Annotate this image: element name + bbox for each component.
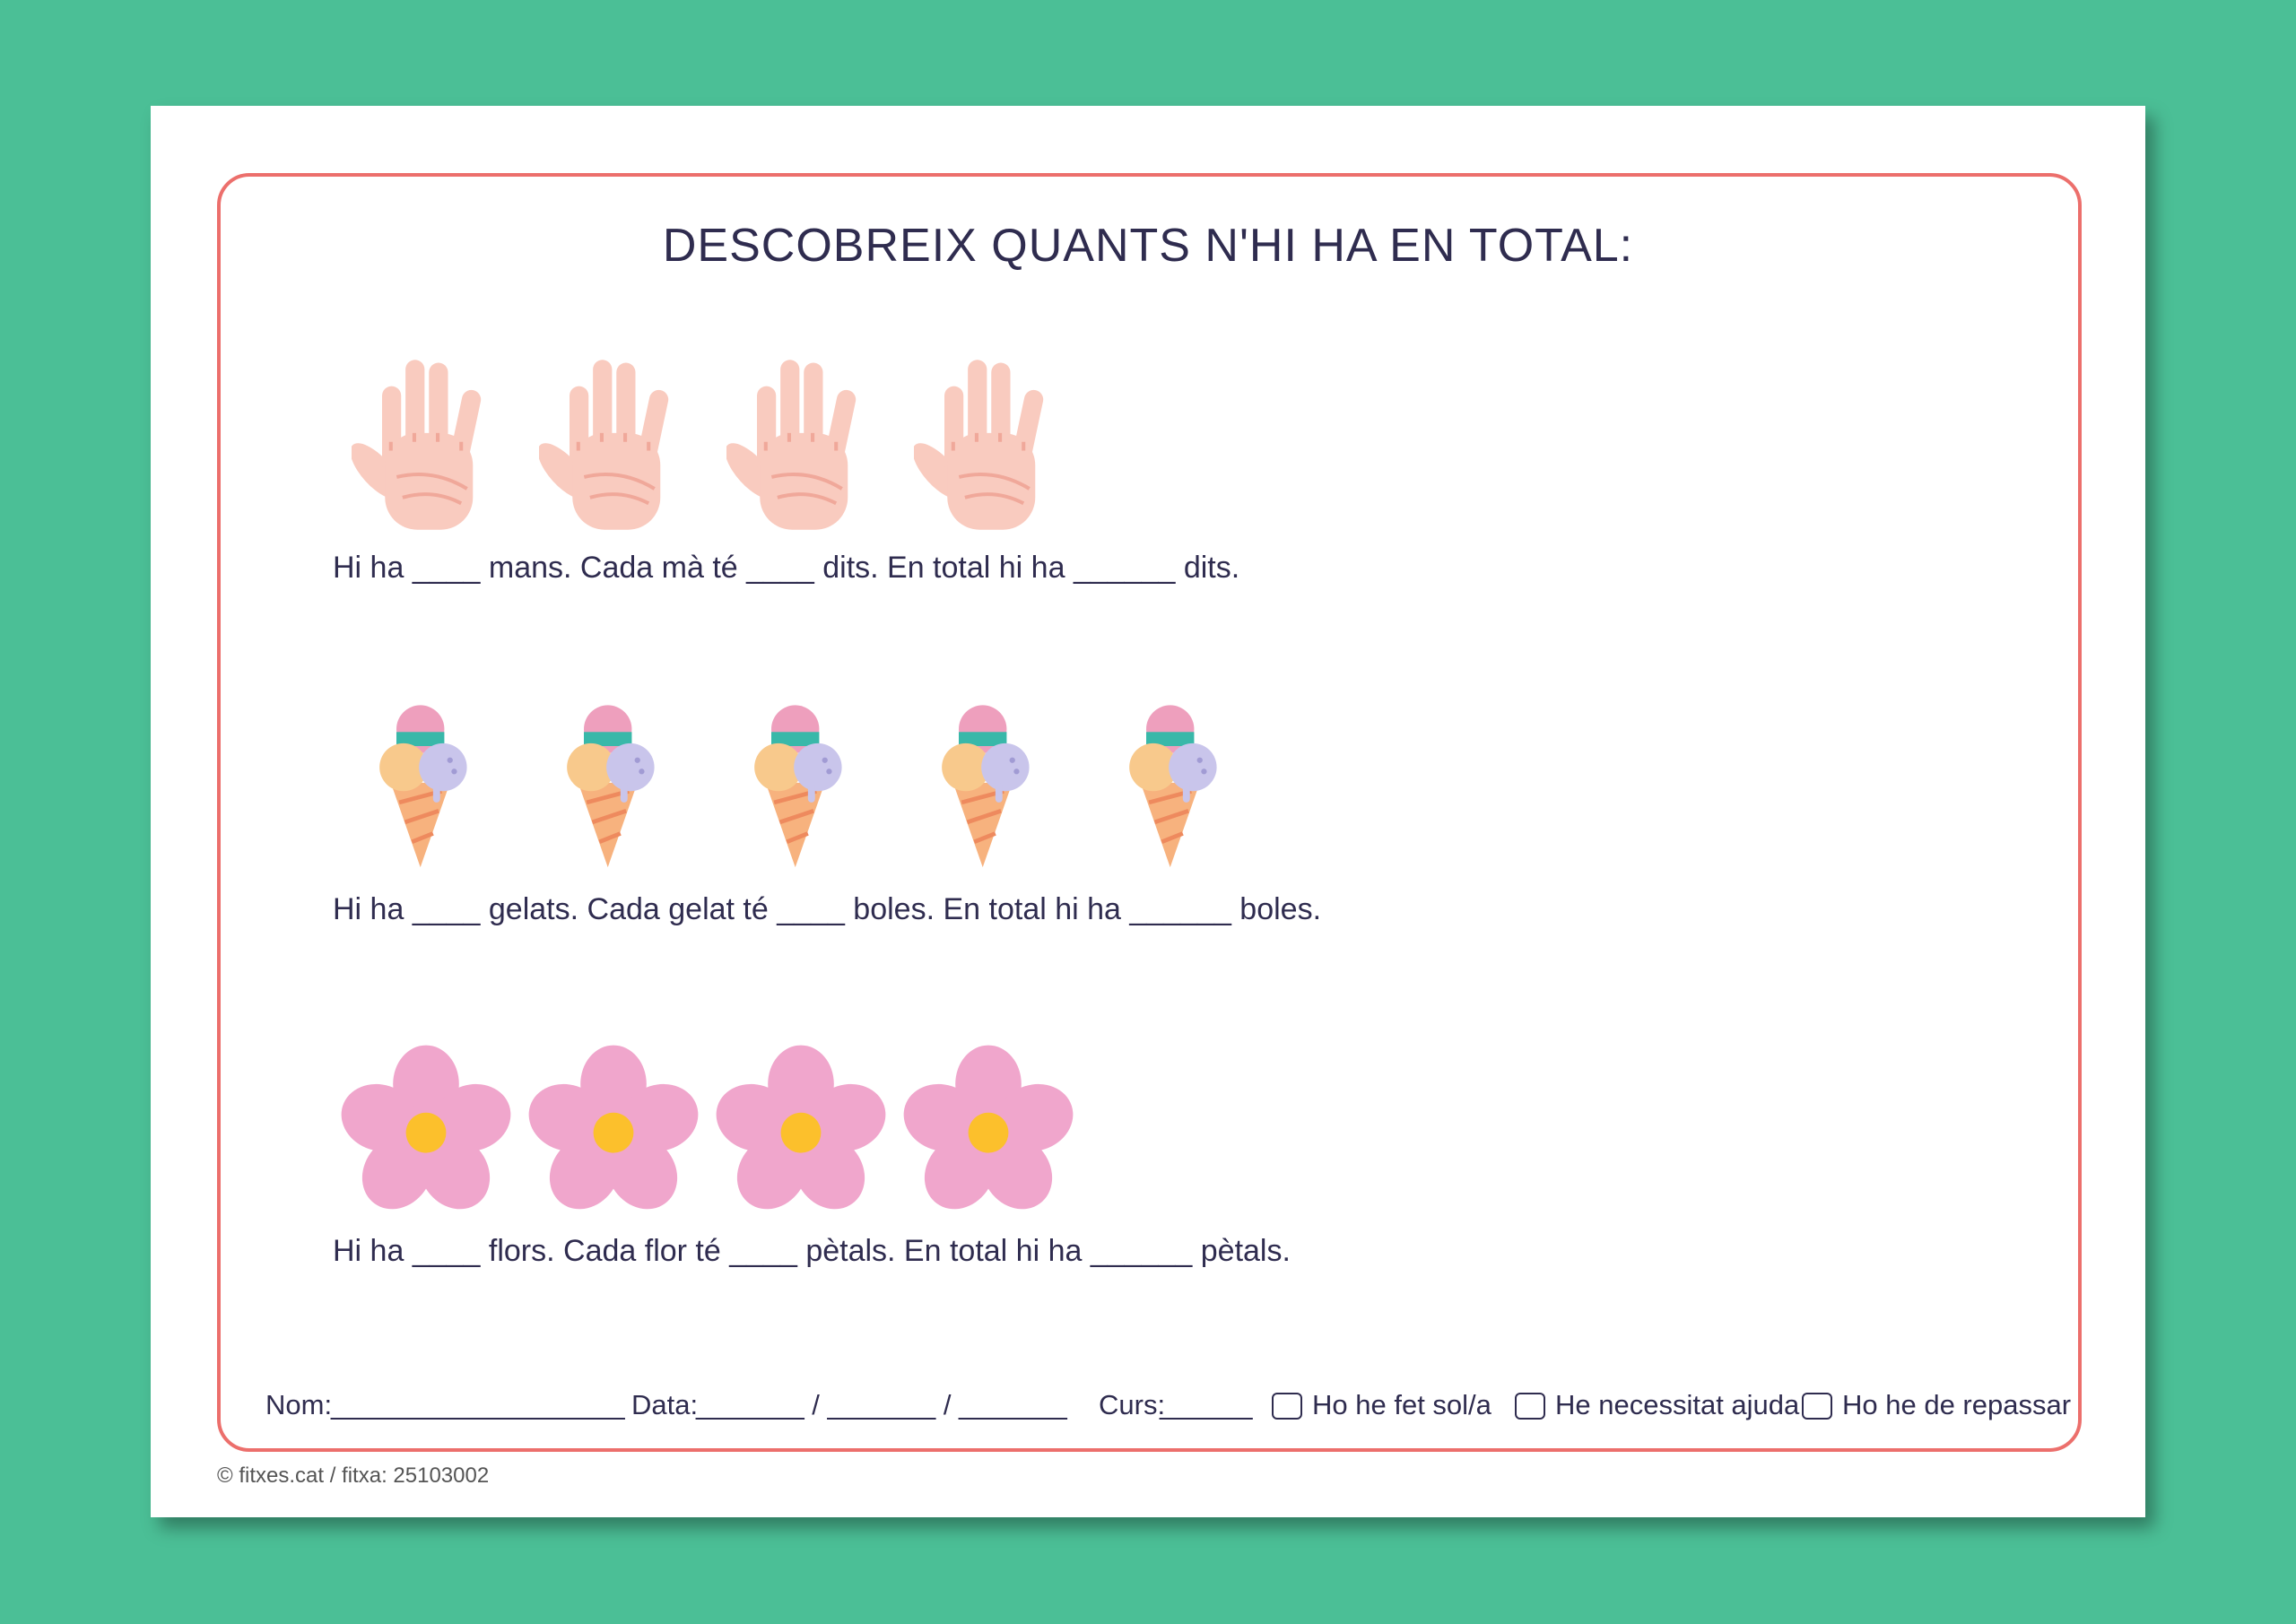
course-blank: ______	[1160, 1389, 1253, 1420]
flower-icon	[340, 1045, 512, 1216]
hand-icon	[342, 360, 483, 529]
name-label: Nom:	[265, 1389, 333, 1420]
check-label: Ho he de repassar	[1842, 1389, 2072, 1420]
frame	[217, 173, 2082, 1452]
check-label: He necessitat ajuda	[1555, 1389, 1800, 1420]
date-blank: _______ / _______ / _______	[696, 1389, 1067, 1420]
flower-icon	[902, 1045, 1074, 1216]
checkbox[interactable]	[1802, 1393, 1832, 1420]
worksheet	[151, 106, 2145, 1517]
hand-icon	[529, 360, 670, 529]
checkbox[interactable]	[1515, 1393, 1545, 1420]
hand-icon	[717, 360, 857, 529]
sentence: Hi ha ____ mans. Cada mà té ____ dits. E…	[333, 551, 1240, 585]
date-label: Data:	[631, 1389, 699, 1420]
icecream-icon	[379, 705, 466, 867]
course-label: Curs:	[1099, 1389, 1166, 1420]
copyright: © fitxes.cat / fitxa: 25103002	[217, 1463, 490, 1488]
title: DESCOBREIX QUANTS N'HI HA EN TOTAL:	[662, 220, 1634, 272]
icecream-icon	[1129, 705, 1216, 867]
icecream-icon	[942, 705, 1029, 867]
hand-icon	[904, 360, 1045, 529]
sentence: Hi ha ____ gelats. Cada gelat té ____ bo…	[333, 892, 1322, 926]
flower-icon	[715, 1045, 887, 1216]
sentence: Hi ha ____ flors. Cada flor té ____ pèta…	[333, 1234, 1291, 1268]
name-blank: ___________________	[331, 1389, 625, 1420]
icecream-icon	[567, 705, 654, 867]
flower-icon	[527, 1045, 700, 1216]
check-label: Ho he fet sol/a	[1312, 1389, 1492, 1420]
checkbox[interactable]	[1272, 1393, 1302, 1420]
icecream-icon	[754, 705, 841, 867]
